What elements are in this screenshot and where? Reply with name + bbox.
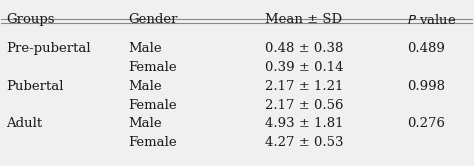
Text: Male: Male bbox=[128, 42, 162, 55]
Text: Pubertal: Pubertal bbox=[6, 80, 64, 93]
Text: Female: Female bbox=[128, 136, 177, 149]
Text: 2.17 ± 0.56: 2.17 ± 0.56 bbox=[265, 98, 344, 112]
Text: Female: Female bbox=[128, 61, 177, 74]
Text: 4.93 ± 1.81: 4.93 ± 1.81 bbox=[265, 117, 344, 130]
Text: Adult: Adult bbox=[6, 117, 42, 130]
Text: Male: Male bbox=[128, 117, 162, 130]
Text: Groups: Groups bbox=[6, 13, 55, 26]
Text: 2.17 ± 1.21: 2.17 ± 1.21 bbox=[265, 80, 344, 93]
Text: Mean ± SD: Mean ± SD bbox=[265, 13, 342, 26]
Text: Male: Male bbox=[128, 80, 162, 93]
Text: Pre-pubertal: Pre-pubertal bbox=[6, 42, 91, 55]
Text: $\mathit{P}$ value: $\mathit{P}$ value bbox=[407, 13, 456, 27]
Text: Female: Female bbox=[128, 98, 177, 112]
Text: 0.489: 0.489 bbox=[407, 42, 445, 55]
Text: 0.998: 0.998 bbox=[407, 80, 445, 93]
Text: Gender: Gender bbox=[128, 13, 178, 26]
Text: 0.39 ± 0.14: 0.39 ± 0.14 bbox=[265, 61, 344, 74]
Text: 4.27 ± 0.53: 4.27 ± 0.53 bbox=[265, 136, 344, 149]
Text: 0.48 ± 0.38: 0.48 ± 0.38 bbox=[265, 42, 344, 55]
Text: 0.276: 0.276 bbox=[407, 117, 445, 130]
